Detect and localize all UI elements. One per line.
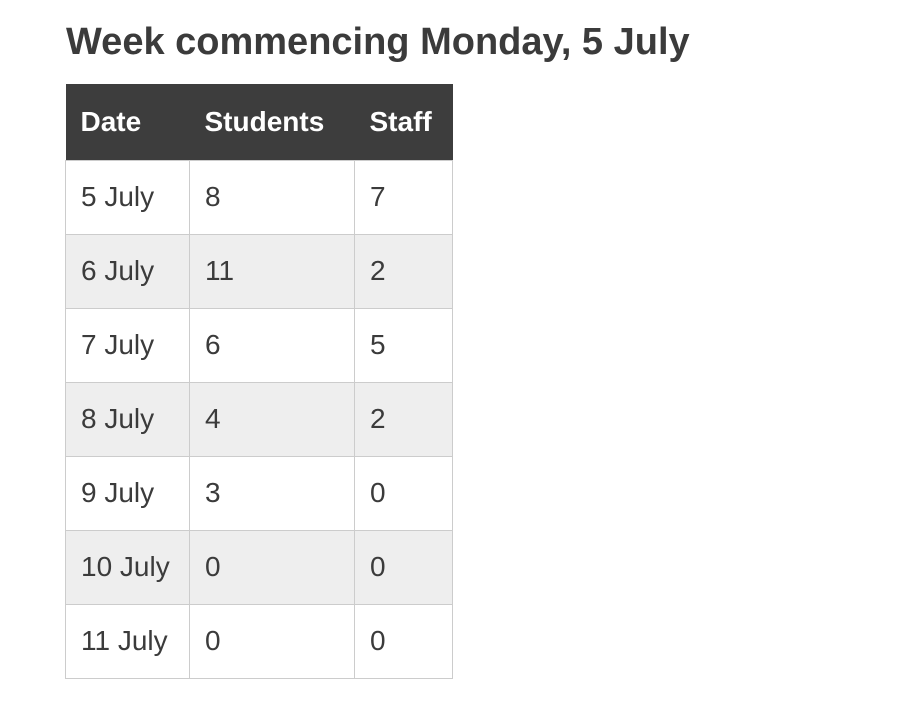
students-cell: 6 [189,307,355,383]
staff-cell: 0 [354,529,453,605]
students-cell: 0 [189,603,355,679]
table-row: 7 July 6 5 [65,307,453,383]
column-header-staff: Staff [354,84,453,160]
column-header-students: Students [189,84,355,160]
table-row: 6 July 11 2 [65,233,453,309]
date-cell: 6 July [65,233,190,309]
table-row: 10 July 0 0 [65,529,453,605]
table-row: 5 July 8 7 [65,159,453,235]
page-title: Week commencing Monday, 5 July [66,21,690,63]
date-cell: 7 July [65,307,190,383]
column-header-date: Date [65,84,190,160]
students-cell: 3 [189,455,355,531]
date-cell: 10 July [65,529,190,605]
staff-cell: 5 [354,307,453,383]
table-row: 11 July 0 0 [65,603,453,679]
students-cell: 4 [189,381,355,457]
table-body: 5 July 8 7 6 July 11 2 7 July 6 5 8 July… [65,159,453,679]
staff-cell: 7 [354,159,453,235]
staff-cell: 2 [354,233,453,309]
students-cell: 8 [189,159,355,235]
table-row: 8 July 4 2 [65,381,453,457]
table-header-row: Date Students Staff [65,84,453,160]
staff-cell: 2 [354,381,453,457]
attendance-table: Date Students Staff 5 July 8 7 6 July 11… [65,84,453,679]
date-cell: 5 July [65,159,190,235]
date-cell: 11 July [65,603,190,679]
date-cell: 8 July [65,381,190,457]
staff-cell: 0 [354,455,453,531]
students-cell: 0 [189,529,355,605]
table-row: 9 July 3 0 [65,455,453,531]
table-head: Date Students Staff [65,84,453,160]
students-cell: 11 [189,233,355,309]
staff-cell: 0 [354,603,453,679]
date-cell: 9 July [65,455,190,531]
